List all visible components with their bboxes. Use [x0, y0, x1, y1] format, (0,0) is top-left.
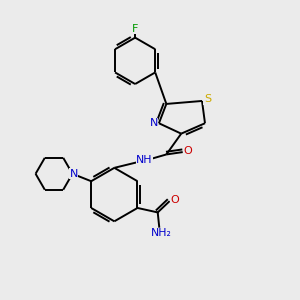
Text: N: N	[149, 118, 158, 128]
Text: NH: NH	[136, 155, 153, 165]
Text: O: O	[171, 195, 179, 205]
Text: S: S	[204, 94, 211, 104]
Text: F: F	[132, 24, 138, 34]
Text: N: N	[69, 169, 78, 179]
Text: NH₂: NH₂	[151, 228, 172, 238]
Text: O: O	[184, 146, 192, 157]
